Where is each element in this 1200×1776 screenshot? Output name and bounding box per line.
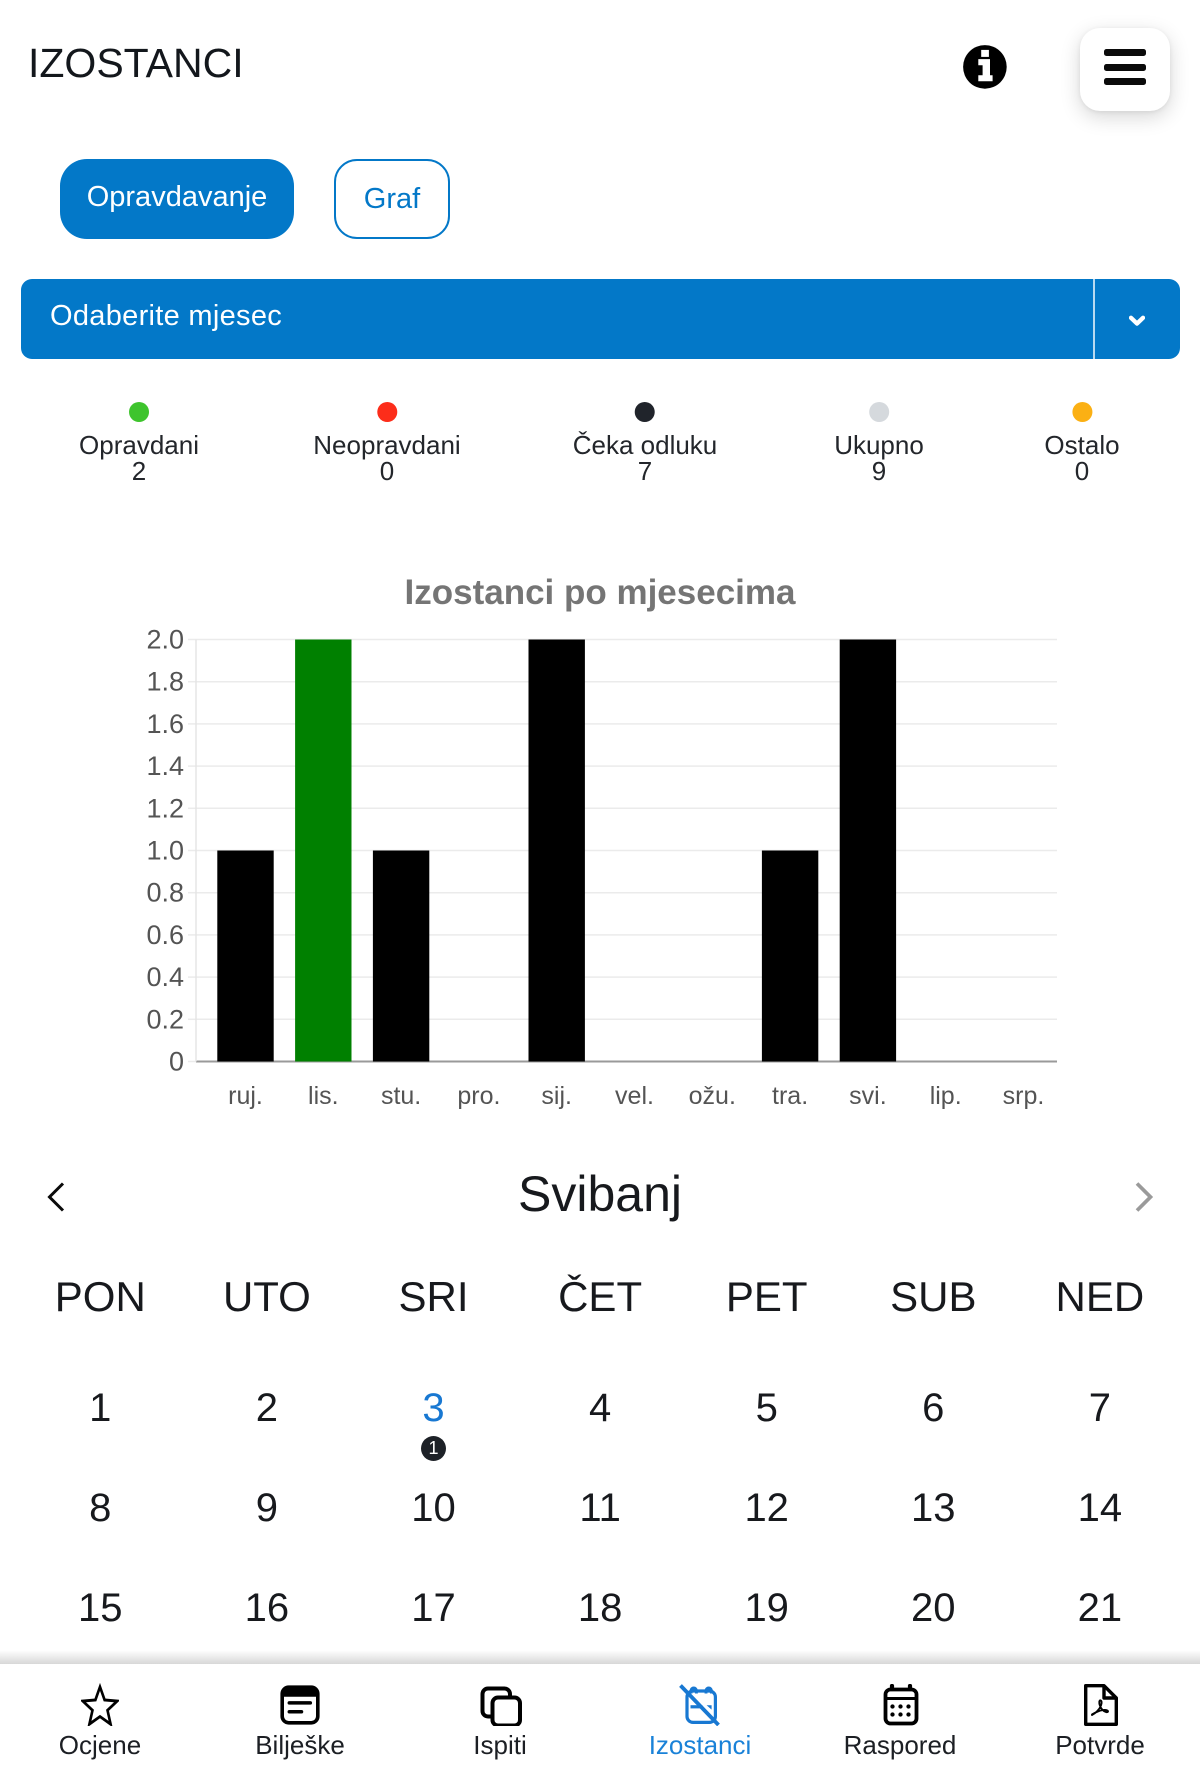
svg-text:0.6: 0.6 — [146, 920, 184, 950]
svg-text:Izostanci po mjesecima: Izostanci po mjesecima — [405, 573, 797, 612]
svg-text:0.2: 0.2 — [146, 1004, 184, 1034]
svg-text:lis.: lis. — [308, 1082, 339, 1110]
svg-text:1.0: 1.0 — [146, 836, 184, 866]
svg-text:svi.: svi. — [849, 1082, 887, 1110]
svg-text:0: 0 — [169, 1047, 184, 1077]
svg-text:0.8: 0.8 — [146, 878, 184, 908]
svg-text:sij.: sij. — [541, 1082, 572, 1110]
svg-text:1.2: 1.2 — [146, 793, 184, 823]
svg-text:1.8: 1.8 — [146, 667, 184, 697]
svg-text:1.4: 1.4 — [146, 751, 184, 781]
svg-text:0.4: 0.4 — [146, 962, 184, 992]
svg-text:lip.: lip. — [930, 1082, 962, 1110]
svg-text:srp.: srp. — [1003, 1082, 1045, 1110]
svg-text:stu.: stu. — [381, 1082, 421, 1110]
svg-text:ožu.: ožu. — [689, 1082, 736, 1110]
svg-text:vel.: vel. — [615, 1082, 654, 1110]
svg-text:tra.: tra. — [772, 1082, 808, 1110]
svg-text:1.6: 1.6 — [146, 709, 184, 739]
svg-text:pro.: pro. — [457, 1082, 500, 1110]
svg-text:2.0: 2.0 — [146, 625, 184, 655]
svg-text:ruj.: ruj. — [228, 1082, 263, 1110]
